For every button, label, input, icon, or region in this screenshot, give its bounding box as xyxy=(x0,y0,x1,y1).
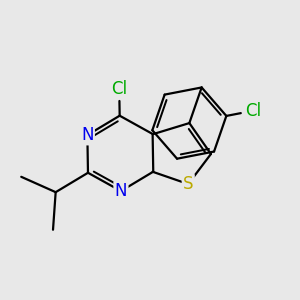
Text: S: S xyxy=(183,175,194,193)
Text: N: N xyxy=(115,182,127,200)
Text: N: N xyxy=(81,126,94,144)
Text: Cl: Cl xyxy=(245,102,261,120)
Text: Cl: Cl xyxy=(111,80,127,98)
